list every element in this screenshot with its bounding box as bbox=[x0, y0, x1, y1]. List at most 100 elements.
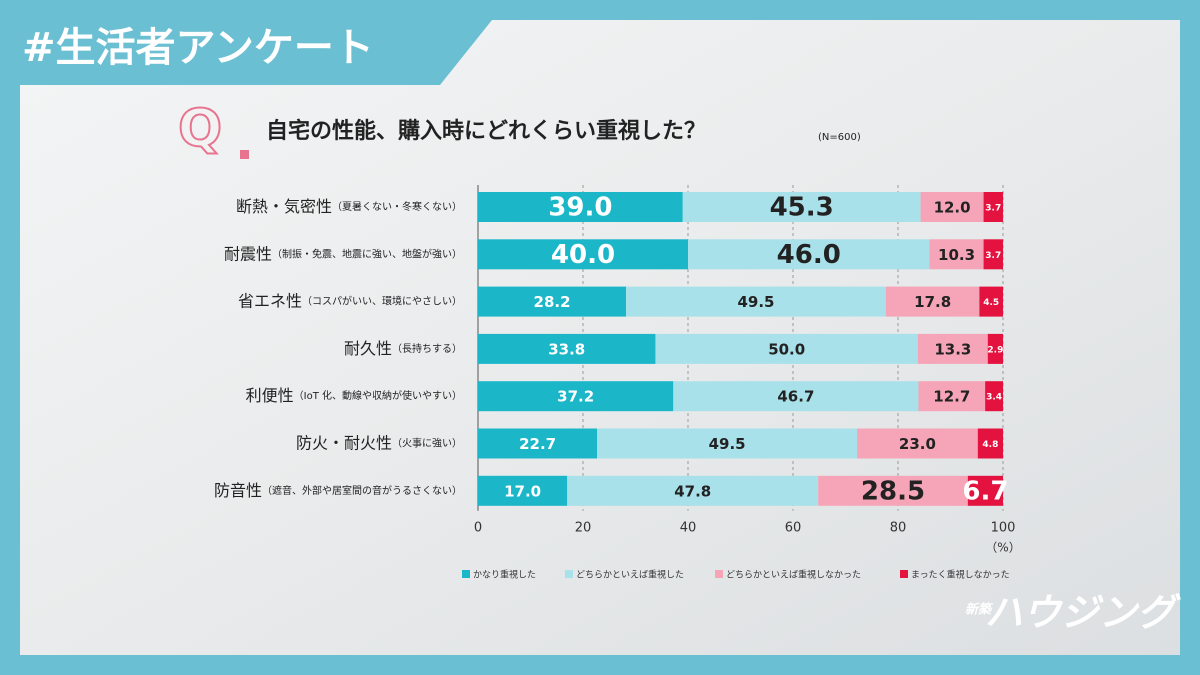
q-mark: Q bbox=[178, 99, 222, 159]
bar-segment bbox=[983, 192, 1003, 222]
value-label: 23.0 bbox=[899, 435, 936, 453]
category-label: 断熱・気密性（夏暑くない・冬寒くない） bbox=[236, 197, 462, 216]
value-label: 28.5 bbox=[861, 476, 925, 506]
value-label: 3.7 bbox=[985, 251, 1001, 261]
x-tick-label: 0 bbox=[474, 520, 482, 535]
bar-segment bbox=[478, 286, 627, 317]
x-unit: （%） bbox=[985, 540, 1020, 554]
legend-label: かなり重視した bbox=[473, 569, 536, 581]
legend-label: どちらかといえば重視しなかった bbox=[726, 569, 861, 581]
chart-subtitle: (N=600) bbox=[818, 132, 861, 143]
value-label: 39.0 bbox=[548, 193, 612, 223]
value-label: 50.0 bbox=[768, 340, 805, 358]
value-label: 22.7 bbox=[519, 435, 556, 453]
value-label: 2.9 bbox=[987, 345, 1003, 355]
value-label: 49.5 bbox=[737, 293, 774, 311]
value-label: 33.8 bbox=[548, 340, 585, 358]
x-tick-label: 60 bbox=[785, 520, 802, 535]
value-label: 28.2 bbox=[534, 293, 571, 311]
bar-segment bbox=[655, 333, 918, 364]
category-note: （IoT 化、動線や収納が使いやすい） bbox=[294, 389, 462, 402]
bar-segment bbox=[478, 239, 688, 270]
legend-label: どちらかといえば重視した bbox=[576, 569, 684, 581]
bar-segment bbox=[478, 475, 568, 506]
category-name: 耐久性 bbox=[344, 338, 392, 357]
category-note: （長持ちする） bbox=[392, 342, 462, 355]
logo-main: ハウジング bbox=[985, 591, 1181, 635]
bar-segment bbox=[478, 192, 683, 222]
category-note: （遮音、外部や居室間の音がうるさくない） bbox=[262, 484, 462, 497]
category-name: 省エネ性 bbox=[238, 291, 302, 310]
value-label: 47.8 bbox=[674, 482, 711, 500]
bar-segment bbox=[673, 381, 919, 412]
bar-segment bbox=[983, 239, 1003, 270]
bar-segment bbox=[920, 192, 984, 222]
chart-title: 自宅の性能、購入時にどれくらい重視した？ bbox=[266, 118, 706, 144]
bar-segment bbox=[567, 475, 819, 506]
category-label: 耐久性（長持ちする） bbox=[344, 338, 462, 357]
category-label: 利便性（IoT 化、動線や収納が使いやすい） bbox=[246, 386, 462, 405]
category-label: 省エネ性（コスパがいい、環境にやさしい） bbox=[238, 291, 462, 310]
bar-segment bbox=[885, 286, 980, 317]
value-label: 12.7 bbox=[933, 388, 970, 406]
x-tick-label: 100 bbox=[991, 520, 1016, 535]
category-label: 防音性（遮音、外部や居室間の音がうるさくない） bbox=[214, 480, 462, 499]
q-dot bbox=[240, 150, 249, 159]
category-note: （火事に強い） bbox=[392, 437, 462, 450]
value-label: 10.3 bbox=[938, 246, 975, 264]
value-label: 37.2 bbox=[557, 388, 594, 406]
value-label: 13.3 bbox=[934, 340, 971, 358]
value-label: 17.0 bbox=[504, 482, 541, 500]
x-tick-label: 20 bbox=[575, 520, 592, 535]
value-label: 12.0 bbox=[934, 199, 971, 217]
value-label: 6.7 bbox=[962, 476, 1008, 506]
bar-segment bbox=[478, 428, 598, 459]
value-label: 49.5 bbox=[709, 435, 746, 453]
value-label: 17.8 bbox=[914, 293, 951, 311]
category-name: 利便性 bbox=[246, 386, 294, 405]
bar-segment bbox=[688, 239, 930, 270]
legend-label: まったく重視しなかった bbox=[911, 569, 1010, 581]
bar-segment bbox=[597, 428, 858, 459]
category-label: 防火・耐火性（火事に強い） bbox=[296, 433, 462, 452]
value-label: 46.7 bbox=[777, 388, 814, 406]
bar-segment bbox=[478, 333, 656, 364]
category-note: （制振・免震、地震に強い、地盤が強い） bbox=[272, 247, 462, 260]
bar-segment bbox=[478, 381, 674, 412]
bar-segment bbox=[917, 333, 988, 364]
value-label: 4.8 bbox=[982, 440, 998, 450]
bar-segment bbox=[929, 239, 984, 270]
logo-small: 新築 bbox=[965, 602, 994, 618]
legend-swatch bbox=[565, 570, 573, 578]
bar-segment bbox=[987, 333, 1003, 364]
legend-swatch bbox=[900, 570, 908, 578]
value-label: 45.3 bbox=[770, 193, 834, 223]
category-name: 防火・耐火性 bbox=[296, 433, 392, 452]
bar-segment bbox=[985, 381, 1003, 412]
value-label: 4.5 bbox=[983, 298, 999, 308]
bar-segment bbox=[818, 475, 968, 506]
category-name: 断熱・気密性 bbox=[236, 197, 332, 216]
value-label: 3.7 bbox=[985, 204, 1001, 214]
value-label: 40.0 bbox=[551, 240, 615, 270]
bar-segment bbox=[857, 428, 978, 459]
x-tick-label: 80 bbox=[890, 520, 907, 535]
category-name: 防音性 bbox=[214, 480, 262, 499]
category-label: 耐震性（制振・免震、地震に強い、地盤が強い） bbox=[224, 244, 462, 263]
legend-swatch bbox=[462, 570, 470, 578]
banner-title: #生活者アンケート bbox=[22, 25, 374, 71]
bar-segment bbox=[977, 428, 1003, 459]
category-name: 耐震性 bbox=[224, 244, 272, 263]
bar-segment bbox=[682, 192, 921, 222]
bar-segment bbox=[626, 286, 886, 317]
category-note: （コスパがいい、環境にやさしい） bbox=[302, 295, 462, 308]
bar-segment bbox=[967, 475, 1003, 506]
value-label: 46.0 bbox=[777, 240, 841, 270]
bar-segment bbox=[918, 381, 986, 412]
bar-segment bbox=[979, 286, 1003, 317]
x-tick-label: 40 bbox=[680, 520, 697, 535]
legend-swatch bbox=[715, 570, 723, 578]
value-label: 3.4 bbox=[986, 393, 1002, 403]
